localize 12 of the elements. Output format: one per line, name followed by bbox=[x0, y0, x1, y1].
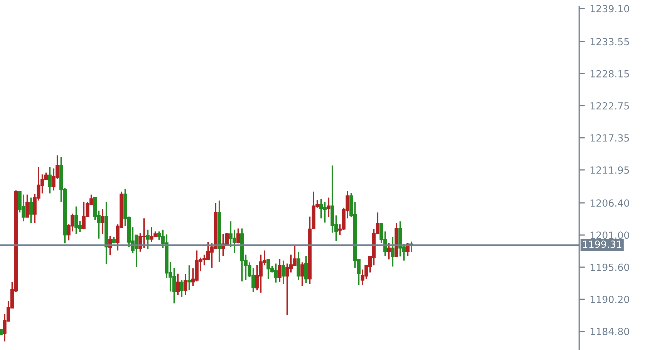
y-tick-label: 1190.20 bbox=[590, 296, 630, 304]
y-tick-label: 1239.10 bbox=[590, 5, 630, 13]
y-tick-label: 1233.55 bbox=[590, 38, 630, 46]
y-tick-label: 1206.40 bbox=[590, 200, 630, 207]
y-tick-label: 1228.15 bbox=[590, 70, 630, 78]
ref-line-label: 1199.31 bbox=[583, 240, 622, 248]
y-tick-label: 1184.80 bbox=[590, 328, 630, 336]
y-tick-label: 1201.00 bbox=[590, 232, 630, 240]
y-tick-label: 1217.35 bbox=[590, 134, 630, 142]
y-tick-label: 1211.95 bbox=[590, 166, 630, 174]
y-tick-label: 1222.75 bbox=[590, 102, 630, 110]
y-tick-label: 1195.60 bbox=[590, 264, 630, 272]
